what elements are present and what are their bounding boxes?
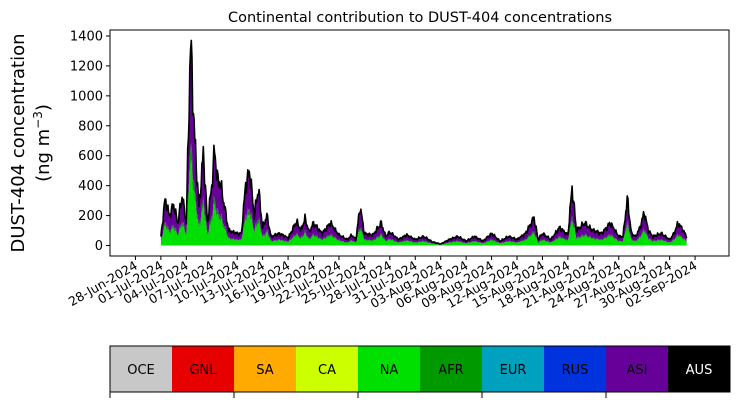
y-tick-label: 0 [95, 239, 103, 254]
legend-swatch-ca [296, 346, 359, 392]
legend-swatch-eur [482, 346, 545, 392]
chart-title: Continental contribution to DUST-404 con… [228, 10, 612, 26]
legend-swatch-oce [110, 346, 173, 392]
y-tick-label: 1200 [70, 59, 103, 74]
y-tick-label: 800 [78, 119, 103, 134]
stacked-area-series [160, 40, 687, 246]
y-tick-label: 200 [78, 209, 103, 224]
legend-swatch-rus [544, 346, 607, 392]
legend-label-rus: RUS [562, 363, 589, 378]
legend-swatch-gnl [172, 346, 235, 392]
plot-area [109, 29, 730, 257]
x-axis: 28-Jun-202401-Jul-202404-Jul-202407-Jul-… [66, 256, 700, 311]
legend-swatch-na [358, 346, 421, 392]
y-axis-label: DUST-404 concentration (ng m−3) [8, 33, 54, 252]
area-band-aus [160, 40, 687, 245]
legend-label-ca: CA [318, 363, 336, 378]
y-tick-label: 400 [78, 179, 103, 194]
y-axis-label-exponent: −3 [31, 111, 45, 129]
legend-label-gnl: GNL [189, 363, 217, 378]
legend-swatch-asi [606, 346, 669, 392]
legend-frame [109, 345, 731, 393]
legend-swatch-aus [668, 346, 731, 392]
y-axis-label-line2: (ng m−3) [31, 104, 54, 182]
region-legend: OCE GNL SA CA NA AFR EUR RUS ASI AUS [109, 345, 731, 398]
area-band-na [160, 159, 687, 246]
y-tick-label: 600 [78, 149, 103, 164]
total-concentration-line [160, 39, 688, 245]
legend-label-sa: SA [256, 363, 273, 378]
area-band-asi [160, 44, 687, 245]
y-axis: 0 200 400 600 800 1000 1200 1400 [70, 29, 110, 254]
legend-label-afr: AFR [438, 363, 463, 378]
legend-label-na: NA [380, 363, 399, 378]
legend-label-aus: AUS [686, 363, 713, 378]
y-tick-label: 1000 [70, 89, 103, 104]
y-axis-label-close: ) [33, 104, 54, 111]
y-axis-label-unit: (ng m [33, 129, 54, 182]
y-axis-label-line1: DUST-404 concentration [8, 33, 29, 252]
legend-label-oce: OCE [127, 363, 155, 378]
y-tick-label: 1400 [70, 29, 103, 44]
legend-swatch-sa [234, 346, 297, 392]
legend-label-eur: EUR [500, 363, 527, 378]
legend-swatch-afr [420, 346, 483, 392]
legend-label-asi: ASI [627, 363, 648, 378]
